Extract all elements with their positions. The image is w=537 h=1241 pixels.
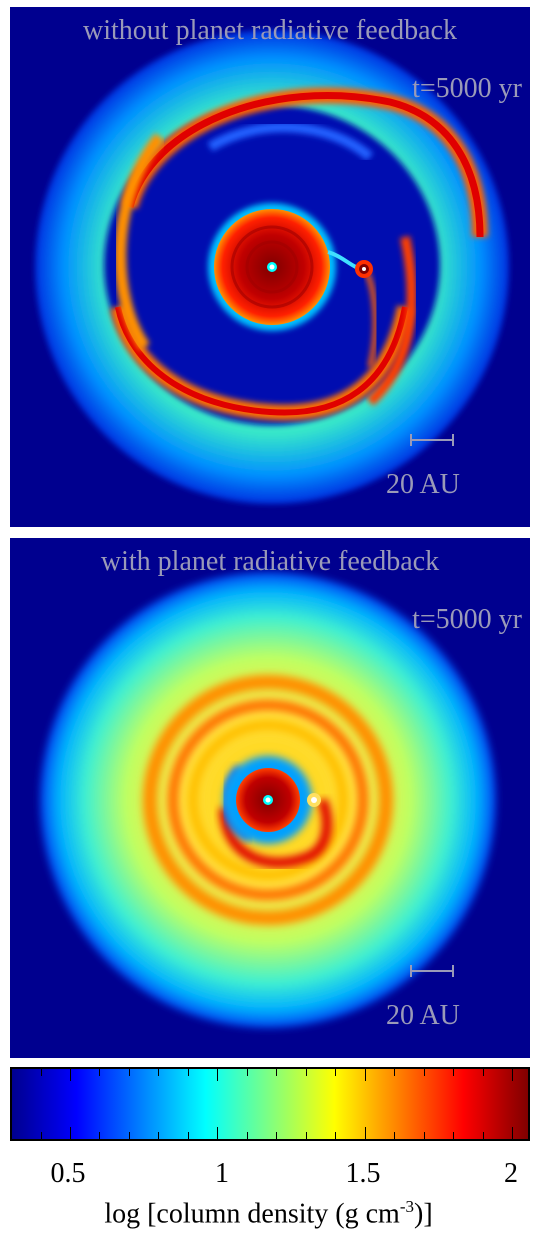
colorbar-tick-mark xyxy=(187,1069,189,1076)
colorbar-tick-mark xyxy=(394,1132,396,1139)
colorbar-tick-mark xyxy=(335,1069,337,1076)
colorbar-tick-mark xyxy=(305,1132,307,1139)
time-label: t=5000 yr xyxy=(412,73,522,104)
colorbar-tick-mark xyxy=(482,1069,484,1076)
colorbar-tick-mark xyxy=(364,1069,366,1081)
colorbar-tick-mark xyxy=(217,1127,219,1139)
colorbar-tick-mark xyxy=(512,1069,513,1081)
colorbar xyxy=(10,1067,530,1141)
colorbar-tick-mark xyxy=(158,1069,160,1076)
colorbar-tick-mark xyxy=(217,1069,219,1081)
time-label: t=5000 yr xyxy=(412,604,522,635)
colorbar-tick-mark xyxy=(99,1069,101,1076)
colorbar-tick-mark xyxy=(246,1132,248,1139)
colorbar-tick-mark xyxy=(187,1132,189,1139)
colorbar-tick-mark xyxy=(335,1132,337,1139)
colorbar-tick-mark xyxy=(453,1069,455,1076)
colorbar-tick-mark xyxy=(128,1132,130,1139)
scale-label: 20 AU xyxy=(386,469,460,500)
colorbar-tick-mark xyxy=(99,1132,101,1139)
colorbar-tick-label: 2 xyxy=(504,1158,518,1189)
colorbar-tick-mark xyxy=(305,1069,307,1076)
colorbar-tick-mark xyxy=(482,1132,484,1139)
colorbar-tick-mark xyxy=(128,1069,130,1076)
scale-label: 20 AU xyxy=(386,1000,460,1031)
panel-title: without planet radiative feedback xyxy=(83,15,457,46)
colorbar-tick-mark xyxy=(158,1132,160,1139)
colorbar-tick-mark xyxy=(40,1069,42,1076)
colorbar-tick-label: 0.5 xyxy=(50,1158,86,1189)
colorbar-tick-mark xyxy=(276,1069,278,1076)
colorbar-tick-mark xyxy=(276,1132,278,1139)
colorbar-tick-mark xyxy=(70,1069,71,1081)
disk-image-top xyxy=(35,30,509,504)
density-map-without-feedback: without planet radiative feedback t=5000… xyxy=(10,7,530,527)
colorbar-tick-mark xyxy=(423,1132,425,1139)
colorbar-tick-mark xyxy=(423,1069,425,1076)
scale-bar xyxy=(410,434,454,446)
colorbar-tick-mark xyxy=(394,1069,396,1076)
colorbar-tick-mark xyxy=(453,1132,455,1139)
colorbar-tick-mark xyxy=(512,1127,513,1139)
colorbar-tick-label: 1 xyxy=(215,1158,229,1189)
colorbar-axis-title: log [column density (g cm-3)] xyxy=(104,1197,433,1230)
disk-image-bottom xyxy=(40,572,496,1028)
colorbar-tick-mark xyxy=(246,1069,248,1076)
density-map-with-feedback: with planet radiative feedback t=5000 yr… xyxy=(10,538,530,1058)
colorbar-tick-mark xyxy=(364,1127,366,1139)
colorbar-tick-label: 1.5 xyxy=(345,1158,381,1189)
colorbar-tick-mark xyxy=(40,1132,42,1139)
colorbar-tick-mark xyxy=(70,1127,71,1139)
panel-title: with planet radiative feedback xyxy=(100,546,440,577)
scale-bar xyxy=(410,965,454,977)
